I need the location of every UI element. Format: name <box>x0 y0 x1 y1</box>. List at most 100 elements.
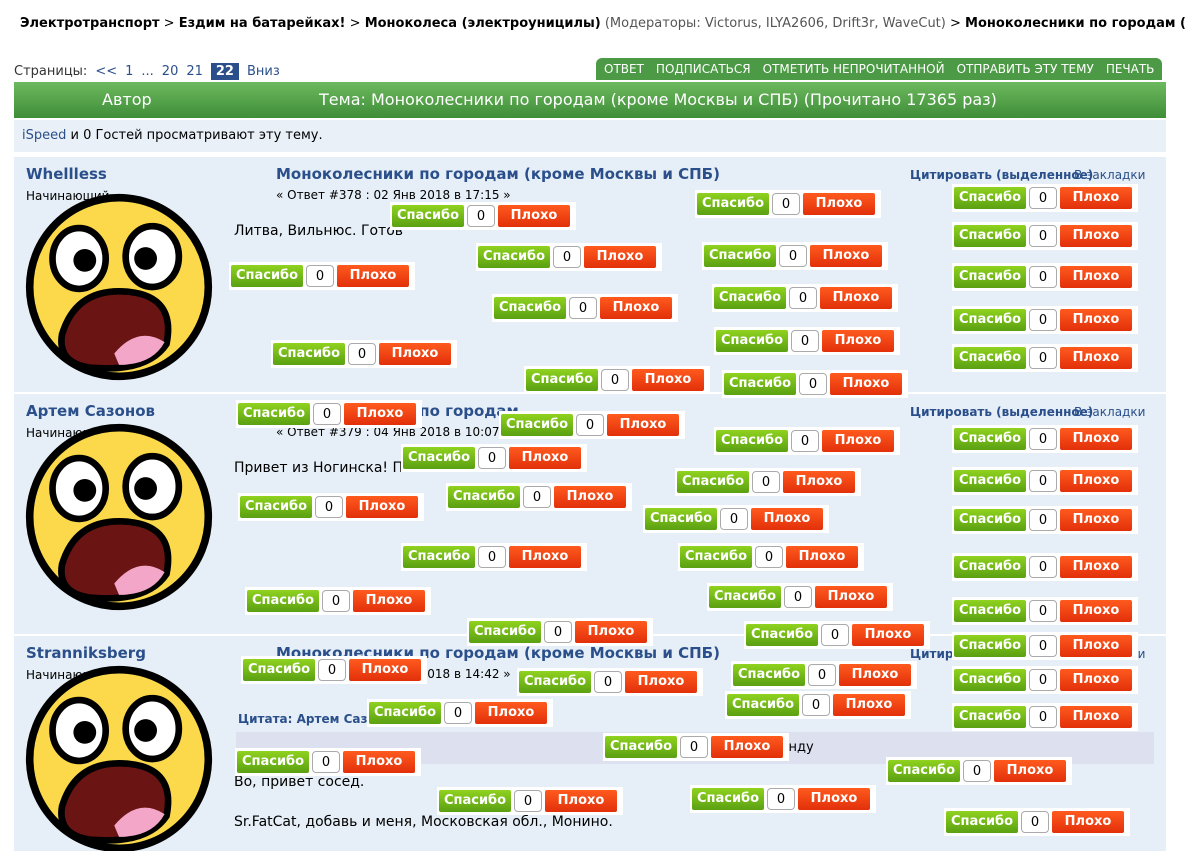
bad-btn[interactable]: Плохо <box>498 205 570 227</box>
page-link[interactable]: << <box>95 64 118 79</box>
action-tab[interactable]: ОТПРАВИТЬ ЭТУ ТЕМУ <box>956 62 1094 76</box>
thanks-btn[interactable]: Спасибо <box>954 669 1026 691</box>
thanks-btn[interactable]: Спасибо <box>469 621 541 643</box>
thanks-btn[interactable]: Спасибо <box>677 471 749 493</box>
thanks-btn[interactable]: Спасибо <box>716 430 788 452</box>
bad-btn[interactable]: Плохо <box>545 790 617 812</box>
action-tab[interactable]: ОТВЕТ <box>604 62 644 76</box>
bad-btn[interactable]: Плохо <box>600 297 672 319</box>
bad-btn[interactable]: Плохо <box>575 621 647 643</box>
thanks-btn[interactable]: Спасибо <box>680 546 752 568</box>
post-author[interactable]: Whellless <box>26 165 107 183</box>
thanks-btn[interactable]: Спасибо <box>954 225 1026 247</box>
bad-btn[interactable]: Плохо <box>554 486 626 508</box>
bad-btn[interactable]: Плохо <box>344 403 416 425</box>
thanks-btn[interactable]: Спасибо <box>954 266 1026 288</box>
thanks-btn[interactable]: Спасибо <box>888 760 960 782</box>
page-link[interactable]: 22 <box>210 63 239 80</box>
bad-btn[interactable]: Плохо <box>475 702 547 724</box>
bad-btn[interactable]: Плохо <box>1060 428 1132 450</box>
bad-btn[interactable]: Плохо <box>1060 556 1132 578</box>
bookmark-btn[interactable]: В закладки <box>1074 168 1146 182</box>
bad-btn[interactable]: Плохо <box>1060 266 1132 288</box>
thanks-btn[interactable]: Спасибо <box>494 297 566 319</box>
thanks-btn[interactable]: Спасибо <box>709 586 781 608</box>
bad-btn[interactable]: Плохо <box>343 751 415 773</box>
crumb-link[interactable]: Ездим на батарейках! <box>178 16 346 31</box>
thanks-btn[interactable]: Спасибо <box>231 265 303 287</box>
thanks-btn[interactable]: Спасибо <box>954 600 1026 622</box>
bad-btn[interactable]: Плохо <box>632 369 704 391</box>
thanks-btn[interactable]: Спасибо <box>954 706 1026 728</box>
bad-btn[interactable]: Плохо <box>346 496 418 518</box>
bad-btn[interactable]: Плохо <box>379 343 451 365</box>
bad-btn[interactable]: Плохо <box>833 694 905 716</box>
thanks-btn[interactable]: Спасибо <box>954 428 1026 450</box>
thanks-btn[interactable]: Спасибо <box>273 343 345 365</box>
bad-btn[interactable]: Плохо <box>994 760 1066 782</box>
bad-btn[interactable]: Плохо <box>1052 811 1124 833</box>
post-title[interactable]: Моноколесники по городам (кроме Москвы и… <box>276 165 720 183</box>
thanks-btn[interactable]: Спасибо <box>733 664 805 686</box>
bad-btn[interactable]: Плохо <box>1060 225 1132 247</box>
bad-btn[interactable]: Плохо <box>509 546 581 568</box>
bad-btn[interactable]: Плохо <box>1060 470 1132 492</box>
thanks-btn[interactable]: Спасибо <box>954 187 1026 209</box>
thanks-btn[interactable]: Спасибо <box>954 635 1026 657</box>
thanks-btn[interactable]: Спасибо <box>724 373 796 395</box>
bad-btn[interactable]: Плохо <box>810 245 882 267</box>
bad-btn[interactable]: Плохо <box>839 664 911 686</box>
action-tab[interactable]: ОТМЕТИТЬ НЕПРОЧИТАННОЙ <box>762 62 945 76</box>
thanks-btn[interactable]: Спасибо <box>697 193 769 215</box>
page-link[interactable]: 21 <box>186 64 203 79</box>
thanks-btn[interactable]: Спасибо <box>946 811 1018 833</box>
bad-btn[interactable]: Плохо <box>353 590 425 612</box>
thanks-btn[interactable]: Спасибо <box>392 205 464 227</box>
thanks-btn[interactable]: Спасибо <box>645 508 717 530</box>
bad-btn[interactable]: Плохо <box>852 624 924 646</box>
thanks-btn[interactable]: Спасибо <box>727 694 799 716</box>
bad-btn[interactable]: Плохо <box>1060 600 1132 622</box>
bad-btn[interactable]: Плохо <box>337 265 409 287</box>
thanks-btn[interactable]: Спасибо <box>704 245 776 267</box>
bad-btn[interactable]: Плохо <box>786 546 858 568</box>
thanks-btn[interactable]: Спасибо <box>439 790 511 812</box>
bad-btn[interactable]: Плохо <box>1060 509 1132 531</box>
bad-btn[interactable]: Плохо <box>349 659 421 681</box>
bad-btn[interactable]: Плохо <box>783 471 855 493</box>
bad-btn[interactable]: Плохо <box>815 586 887 608</box>
bad-btn[interactable]: Плохо <box>625 671 697 693</box>
page-link[interactable]: ... <box>141 64 154 79</box>
bad-btn[interactable]: Плохо <box>822 430 894 452</box>
bad-btn[interactable]: Плохо <box>798 788 870 810</box>
thanks-btn[interactable]: Спасибо <box>501 414 573 436</box>
post-author[interactable]: Stranniksberg <box>26 644 146 662</box>
thanks-btn[interactable]: Спасибо <box>238 403 310 425</box>
thanks-btn[interactable]: Спасибо <box>954 347 1026 369</box>
thanks-btn[interactable]: Спасибо <box>448 486 520 508</box>
thanks-btn[interactable]: Спасибо <box>240 496 312 518</box>
thanks-btn[interactable]: Спасибо <box>716 330 788 352</box>
quote-btn[interactable]: Цитировать (выделенное) <box>910 405 1094 419</box>
thanks-btn[interactable]: Спасибо <box>369 702 441 724</box>
thanks-btn[interactable]: Спасибо <box>954 309 1026 331</box>
thanks-btn[interactable]: Спасибо <box>746 624 818 646</box>
bad-btn[interactable]: Плохо <box>1060 187 1132 209</box>
crumb-link[interactable]: Электротранспорт <box>20 16 160 31</box>
thanks-btn[interactable]: Спасибо <box>243 659 315 681</box>
post-author[interactable]: Артем Сазонов <box>26 402 156 420</box>
bookmark-btn[interactable]: В закладки <box>1074 405 1146 419</box>
thanks-btn[interactable]: Спасибо <box>519 671 591 693</box>
bad-btn[interactable]: Плохо <box>607 414 679 436</box>
quote-btn[interactable]: Цитировать (выделенное) <box>910 168 1094 182</box>
thanks-btn[interactable]: Спасибо <box>237 751 309 773</box>
page-link[interactable]: 20 <box>161 64 179 79</box>
bad-btn[interactable]: Плохо <box>1060 347 1132 369</box>
bad-btn[interactable]: Плохо <box>822 330 894 352</box>
bad-btn[interactable]: Плохо <box>1060 669 1132 691</box>
action-tab[interactable]: ПОДПИСАТЬСЯ <box>655 62 751 76</box>
viewer-user[interactable]: iSpeed <box>22 128 67 143</box>
thanks-btn[interactable]: Спасибо <box>954 509 1026 531</box>
thanks-btn[interactable]: Спасибо <box>403 546 475 568</box>
bad-btn[interactable]: Плохо <box>711 736 783 758</box>
